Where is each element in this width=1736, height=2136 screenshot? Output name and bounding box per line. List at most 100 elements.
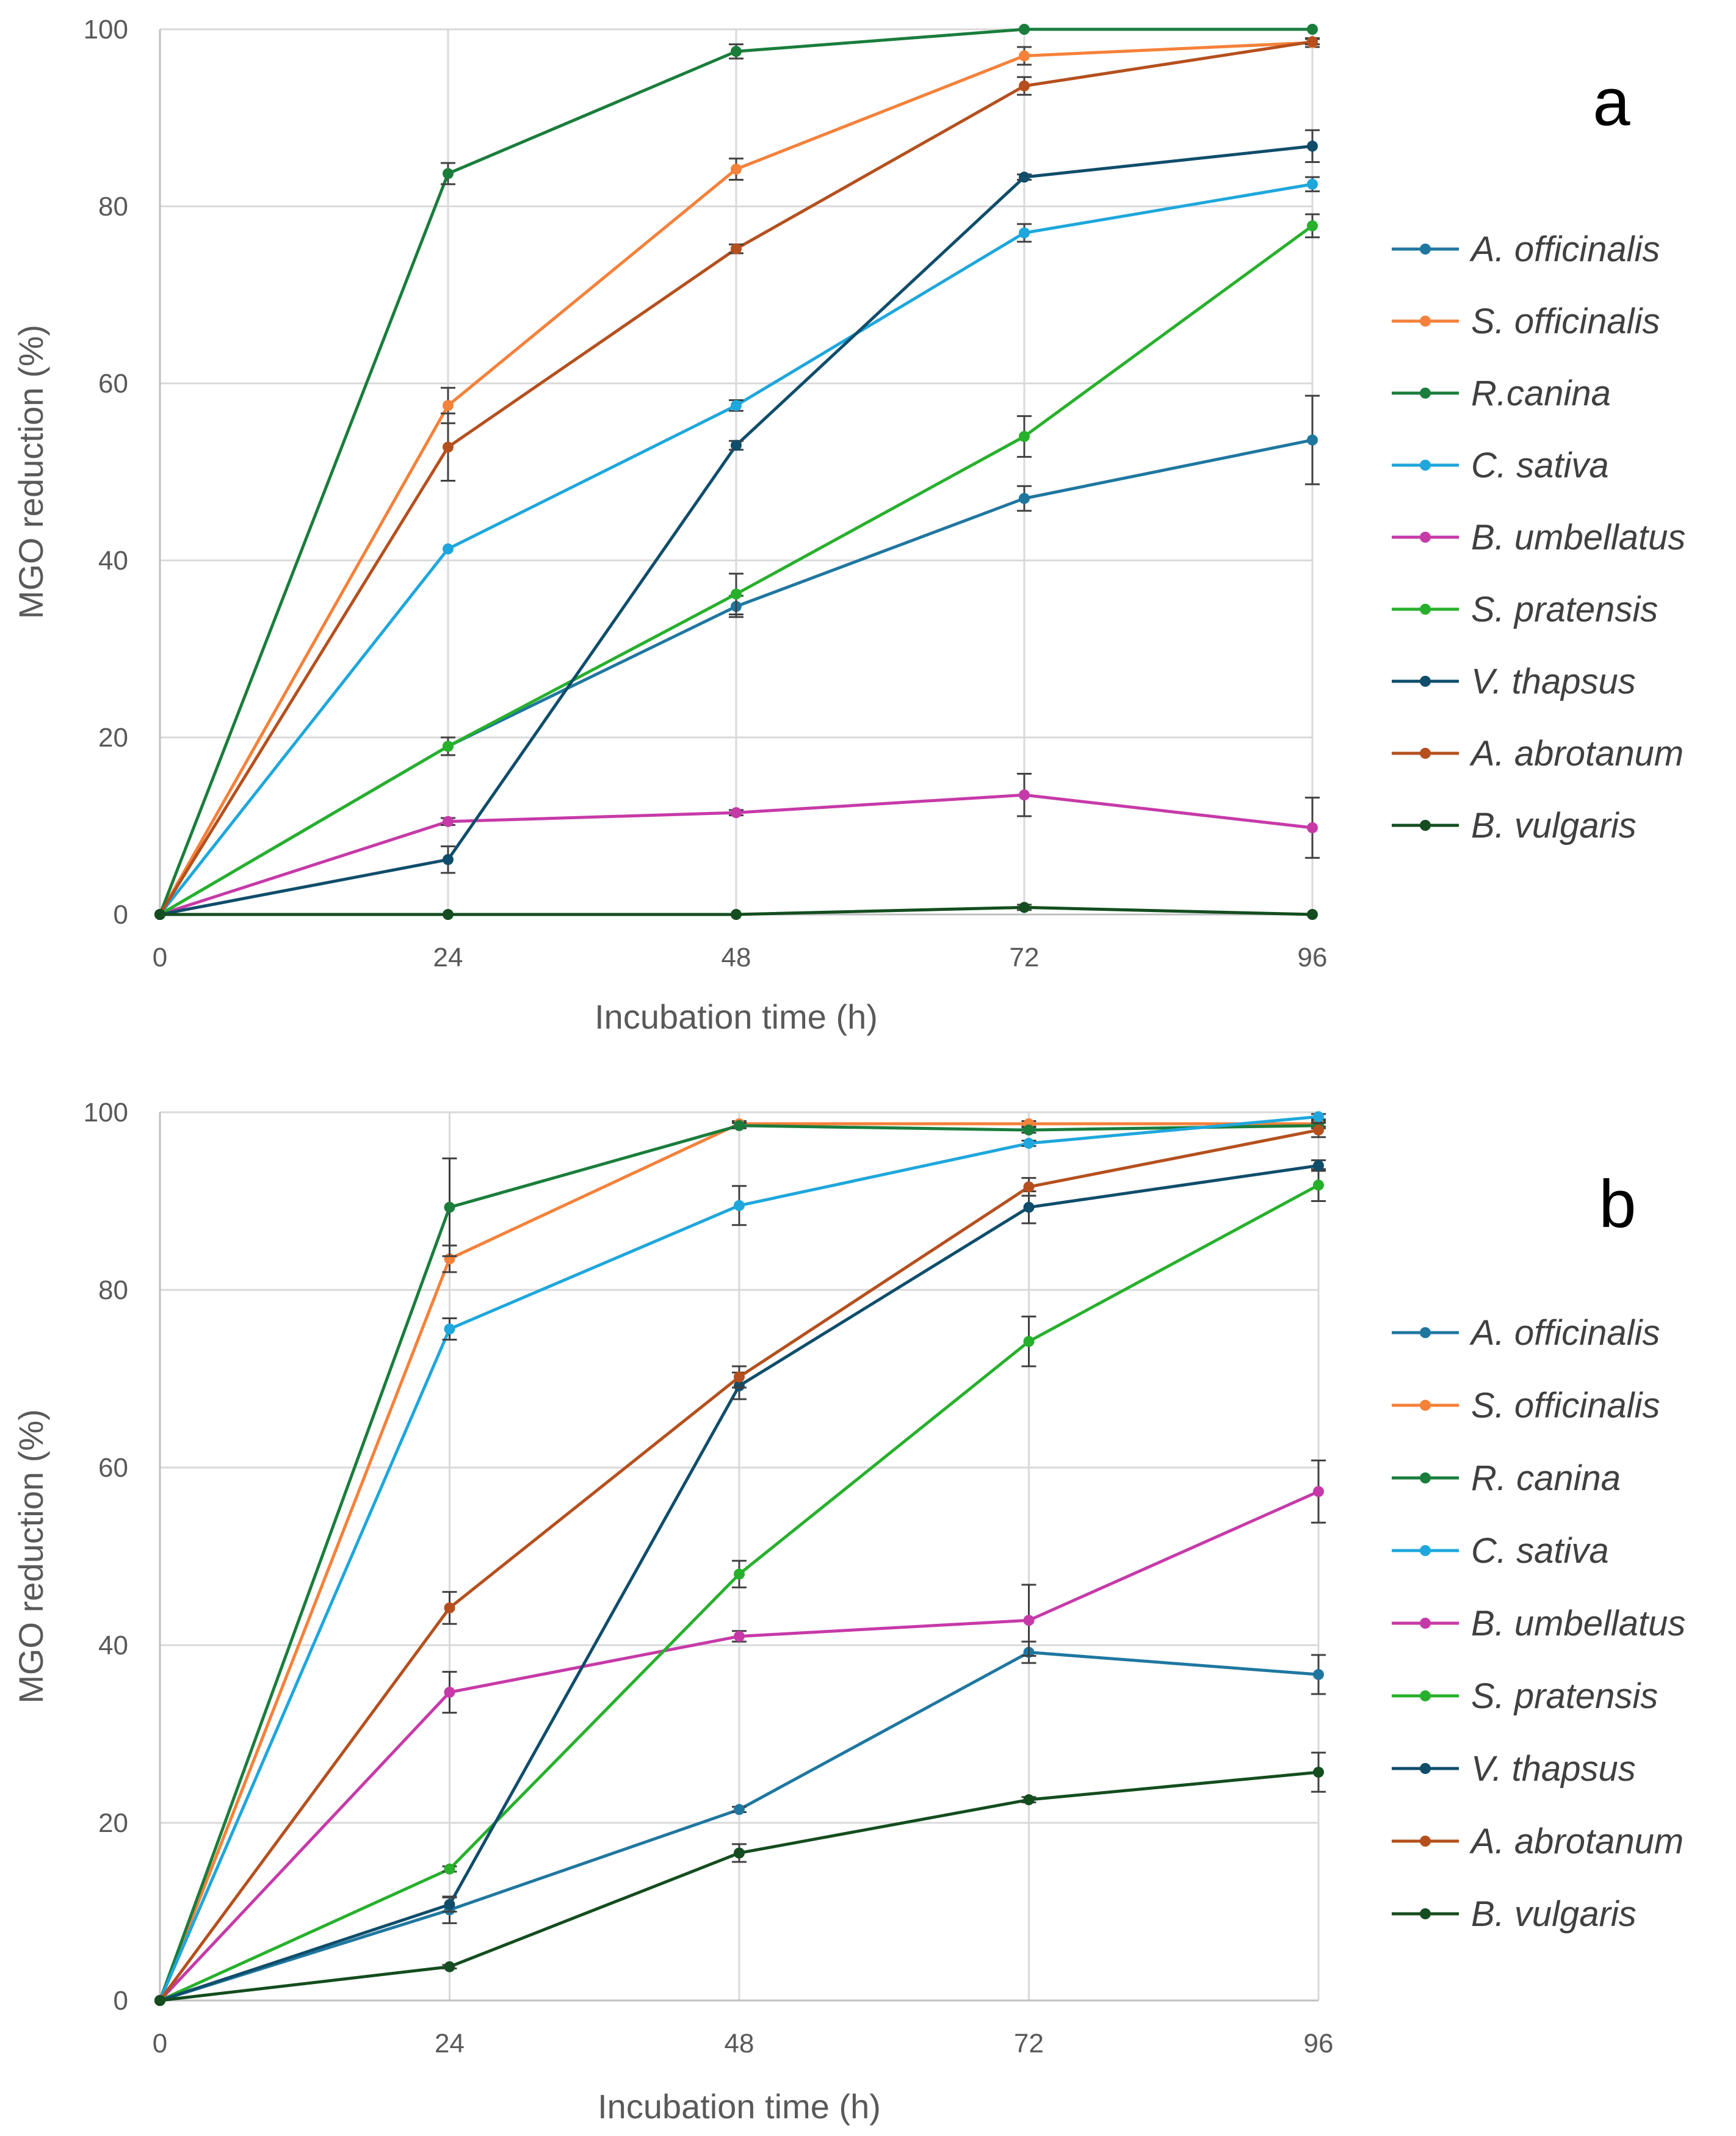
legend-label: A. officinalis [1469,1313,1660,1353]
data-point [154,909,165,920]
legend-swatch-marker [1420,748,1431,759]
legend-swatch-marker [1420,1327,1431,1338]
legend-swatch-marker [1420,316,1431,327]
legend-label: V. thapsus [1471,662,1636,701]
data-point [731,807,742,819]
data-point [1019,493,1030,504]
data-point [443,909,454,920]
data-point [443,854,454,866]
data-point [734,1200,745,1211]
x-tick-label: 96 [1304,2029,1334,2058]
x-axis-title: Incubation time (h) [595,997,878,1036]
legend-entry: A. abrotanum [1392,1822,1684,1861]
data-point [734,1804,745,1816]
series-a-abrotanum [154,36,1320,920]
legend-label: C. sativa [1471,446,1609,485]
data-point [444,1323,455,1335]
legend-entry: B. umbellatus [1392,1604,1685,1643]
data-point [1307,822,1318,833]
legend-entry: A. officinalis [1392,1313,1660,1353]
data-point [443,543,454,555]
y-tick-label: 20 [98,723,128,753]
legend-entry: R. canina [1392,1458,1621,1498]
y-tick-label: 40 [98,546,128,576]
legend-label: A. abrotanum [1469,734,1684,773]
data-point [1307,220,1318,231]
y-tick-label: 80 [98,1275,128,1305]
legend-swatch-marker [1420,1836,1431,1847]
legend-swatch-marker [1420,820,1431,831]
legend-entry: S. pratensis [1392,1676,1658,1716]
data-point [444,1863,455,1875]
y-tick-label: 100 [84,1098,128,1128]
chart-panel-b: 0 20 40 60 80 100 0 24 48 72 96 Incubation time (h)… [12,1098,1685,2126]
legend-entry: S. officinalis [1392,302,1660,341]
legend-swatch-marker [1420,1545,1431,1556]
x-tick-label: 24 [433,943,463,972]
legend-entry: A. abrotanum [1392,734,1684,773]
data-point [444,1961,455,1972]
legend-swatch-marker [1420,1763,1431,1774]
legend-label: B. umbellatus [1471,518,1685,557]
data-point [731,46,742,57]
data-point [1023,1615,1035,1626]
legend-entry: S. pratensis [1392,590,1658,629]
data-point [1313,1486,1324,1497]
y-tick-label: 80 [98,192,128,222]
data-point [1307,178,1318,190]
data-point [1023,1201,1035,1213]
data-point [731,243,742,255]
data-point [1307,909,1318,920]
data-point [1019,789,1030,801]
data-point [734,1568,745,1580]
data-point [1019,172,1030,183]
legend-swatch-marker [1420,460,1431,471]
legend-entry: A. officinalis [1392,230,1660,269]
data-point [734,1120,745,1131]
data-point [1023,1794,1035,1806]
data-point [1023,1181,1035,1193]
series-b-umbellatus [154,772,1320,920]
legend-entry: V. thapsus [1392,1749,1636,1789]
legend-entry: V. thapsus [1392,662,1636,701]
legend-swatch-marker [1420,388,1431,399]
data-point [734,1371,745,1383]
data-point [1307,140,1318,152]
legend-entry: C. sativa [1392,1531,1609,1571]
x-tick-label: 48 [722,943,751,972]
y-axis-title: MGO reduction (%) [12,325,50,619]
legend-label: A. officinalis [1469,230,1660,269]
legend-entry: B. vulgaris [1392,1894,1637,1934]
y-tick-label: 40 [98,1631,128,1660]
y-tick-label: 60 [98,1453,128,1483]
x-axis-title: Incubation time (h) [598,2087,881,2126]
x-tick-label: 24 [435,2029,465,2058]
legend-entry: S. officinalis [1392,1386,1660,1425]
data-point [1313,1669,1324,1681]
data-point [734,1847,745,1859]
x-tick-label: 72 [1014,2029,1044,2058]
data-point [1019,227,1030,239]
series-b-vulgaris [154,902,1318,920]
data-point [443,400,454,411]
data-point [731,400,742,411]
data-point [1023,1124,1035,1136]
data-point [154,1995,165,2006]
data-point [444,1687,455,1698]
data-point [443,168,454,179]
data-point [1019,431,1030,442]
chart-panel-a: 0 20 40 60 80 100 0 24 48 72 96 Incubation time (h)… [12,15,1685,1036]
y-tick-label: 20 [98,1808,128,1838]
x-tick-label: 0 [153,2029,167,2058]
legend-entry: B. umbellatus [1392,518,1685,557]
data-point [444,1602,455,1613]
legend-label: B. vulgaris [1471,806,1637,845]
legend-swatch-marker [1420,1618,1431,1629]
panel-label: b [1599,1167,1636,1242]
data-point [1313,1179,1324,1191]
legend-label: R. canina [1471,1458,1621,1498]
data-point [731,164,742,175]
legend-label: S. officinalis [1471,1386,1660,1425]
legend-label: S. pratensis [1471,590,1658,629]
